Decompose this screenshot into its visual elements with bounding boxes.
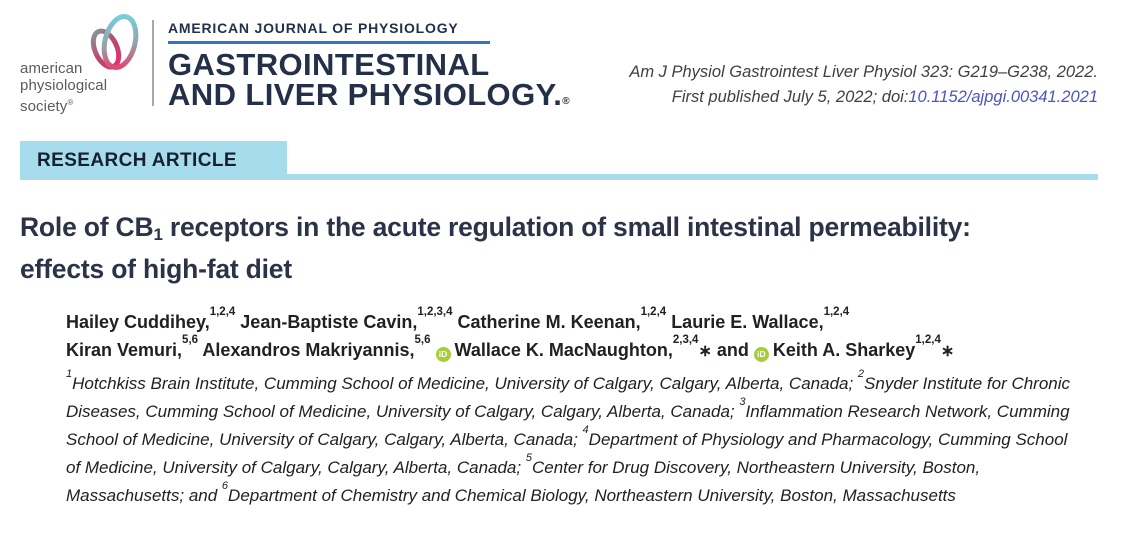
society-word-physiological: physiological [20, 77, 108, 94]
registered-mark: ® [562, 96, 570, 107]
affiliation-text: Department of Physiology and Pharmacolog… [66, 430, 1068, 477]
author-affiliation-sup: 1,2,4 [640, 306, 667, 318]
citation-block: Am J Physiol Gastrointest Liver Physiol … [629, 60, 1098, 110]
orcid-icon[interactable]: iD [435, 346, 451, 362]
author-affiliation-sup: 1,2,3,4 [417, 306, 453, 318]
author-name: Alexandros Makriyannis, [202, 339, 415, 360]
author-conjunction: and [716, 339, 754, 360]
author-affiliation-sup: 5,6 [414, 333, 431, 346]
corresponding-author-asterisk: ∗ [940, 342, 955, 360]
author-affiliation-sup: 1,2,4 [823, 306, 850, 318]
journal-masthead: AMERICAN JOURNAL OF PHYSIOLOGY GASTROINT… [168, 20, 570, 117]
doi-link[interactable]: 10.1152/ajpgi.00341.2021 [908, 88, 1098, 106]
article-title: Role of CB1 receptors in the acute regul… [20, 206, 1120, 290]
author-affiliation-sup: 1,2,4 [915, 333, 941, 346]
banner-rule [20, 174, 1098, 180]
affiliation-sup: 4 [582, 424, 589, 437]
journal-series-label: AMERICAN JOURNAL OF PHYSIOLOGY [168, 20, 459, 36]
affiliation-sup: 3 [739, 396, 746, 409]
research-article-banner: RESEARCH ARTICLE [20, 141, 287, 180]
journal-title-line1: GASTROINTESTINAL [168, 47, 490, 82]
author-name: Kiran Vemuri, [66, 339, 183, 360]
cb1-subscript: 1 [153, 225, 163, 244]
affiliation-sup: 1 [66, 368, 73, 381]
series-underline-rule [168, 41, 490, 44]
affiliation-text: Center for Drug Discovery, Northeastern … [66, 458, 981, 505]
author-name: Wallace K. MacNaughton, [454, 339, 673, 360]
affiliation-sup: 2 [857, 368, 865, 381]
journal-title-line2: AND LIVER PHYSIOLOGY.® [168, 77, 570, 112]
author-line: Hailey Cuddihey,1,2,4 Jean-Baptiste Cavi… [66, 306, 1096, 337]
author-name: Hailey Cuddihey, [66, 312, 210, 332]
affiliation-text: Snyder Institute for Chronic Diseases, C… [66, 374, 1071, 421]
research-article-label: RESEARCH ARTICLE [37, 149, 237, 171]
author-name: Laurie E. Wallace, [671, 312, 824, 332]
author-affiliation-sup: 2,3,4 [672, 333, 699, 346]
affiliation-conjunction: and [188, 486, 222, 505]
orcid-icon[interactable]: iD [753, 346, 769, 362]
affiliation-text: Department of Chemistry and Chemical Bio… [228, 486, 956, 505]
aps-dual-loop-logo-icon [90, 14, 139, 70]
masthead-divider [152, 20, 154, 106]
affiliation-text: Hotchkiss Brain Institute, Cumming Schoo… [72, 374, 858, 393]
author-name: Keith A. Sharkey [772, 339, 916, 360]
article-title-line1: Role of CB1 receptors in the acute regul… [20, 212, 971, 244]
author-name: Catherine M. Keenan, [457, 312, 641, 332]
citation-line1: Am J Physiol Gastrointest Liver Physiol … [629, 63, 1098, 81]
affiliation-list: 1Hotchkiss Brain Institute, Cumming Scho… [66, 368, 1086, 510]
article-title-line2: effects of high-fat diet [20, 254, 292, 284]
citation-line2: First published July 5, 2022; doi:10.115… [671, 88, 1098, 106]
affiliation-text: Inflammation Research Network, Cumming S… [66, 402, 1070, 449]
aps-society-wordmark: american physiological society® [20, 60, 107, 115]
author-affiliation-sup: 5,6 [182, 333, 199, 346]
affiliation-sup: 5 [525, 452, 532, 465]
society-word-society: society® [20, 98, 74, 115]
author-list: Hailey Cuddihey,1,2,4 Jean-Baptiste Cavi… [66, 306, 1096, 366]
author-affiliation-sup: 1,2,4 [209, 306, 236, 318]
corresponding-author-asterisk: ∗ [698, 342, 712, 360]
author-line: Kiran Vemuri,5,6 Alexandros Makriyannis,… [66, 333, 1096, 366]
society-word-american: american [20, 60, 83, 77]
registered-mark: ® [67, 98, 74, 107]
author-name: Jean-Baptiste Cavin, [240, 312, 418, 332]
affiliation-sup: 6 [221, 480, 229, 493]
